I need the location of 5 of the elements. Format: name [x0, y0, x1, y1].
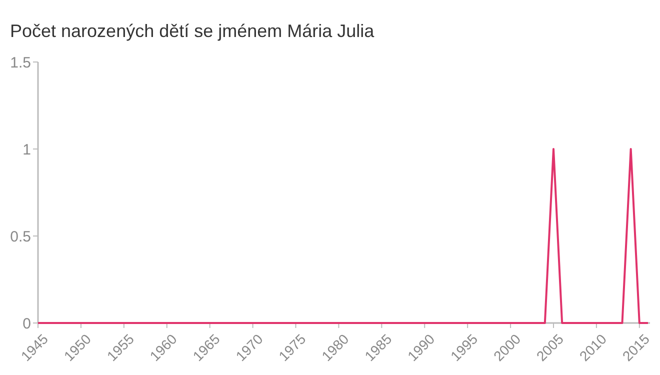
y-tick-label: 1.5 [10, 54, 31, 72]
y-tick-label: 0 [22, 315, 31, 332]
chart-title: Počet narozených dětí se jménem Mária Julia [10, 21, 376, 41]
y-tick-label: 0.5 [10, 228, 31, 246]
y-tick-label: 1 [22, 141, 31, 158]
